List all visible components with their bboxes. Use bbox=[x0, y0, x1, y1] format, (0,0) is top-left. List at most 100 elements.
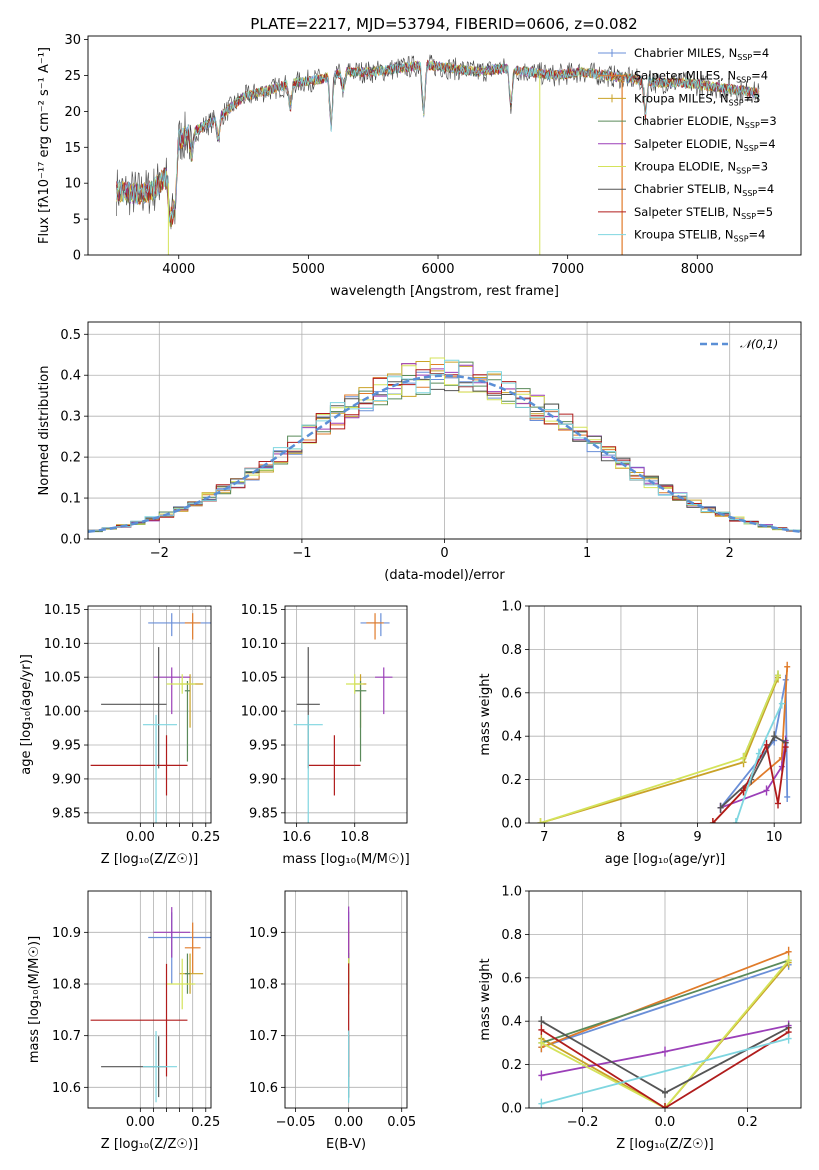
y-tick-label: 9.95 bbox=[52, 739, 81, 754]
y-tick-label: 10.05 bbox=[44, 671, 81, 686]
x-axis-label: Z [log₁₀(Z/Z☉)] bbox=[101, 852, 198, 867]
x-tick-label: 0 bbox=[440, 546, 448, 561]
spectrum-model-line bbox=[116, 60, 760, 222]
y-tick-label: 0.4 bbox=[501, 730, 522, 745]
weight-line bbox=[541, 950, 789, 1049]
y-tick-label: 9.90 bbox=[249, 772, 278, 787]
y-tick-label: 0.8 bbox=[501, 643, 522, 658]
weight-vs-z-panel: −0.2 0.0 0.2 0.0 0.2 0.4 0.6 0.8 1.0 Z [log₁₀(Z/Z… bbox=[478, 885, 802, 1152]
y-tick-label: 10.15 bbox=[44, 603, 81, 618]
figure-title: PLATE=2217, MJD=53794, FIBERID=0606, z=0… bbox=[250, 15, 637, 33]
y-tick-label: 0.0 bbox=[60, 533, 81, 548]
x-tick-label: 8 bbox=[617, 830, 625, 845]
plot-area bbox=[88, 357, 801, 534]
x-tick-label: 0.2 bbox=[737, 1115, 758, 1130]
plot-area bbox=[116, 54, 760, 255]
x-axis-label: E(B-V) bbox=[326, 1137, 366, 1152]
y-tick-label: 10.15 bbox=[241, 603, 278, 618]
mass-vs-z-panel: 0.00 0.25 10.6 10.7 10.8 10.9 Z [log₁₀(Z/Z☉)] m… bbox=[27, 890, 220, 1152]
age-vs-z-panel: 0.00 0.25 9.85 9.90 9.95 10.00 10.05 10.10 10.15… bbox=[19, 603, 220, 867]
y-tick-label: 15 bbox=[64, 141, 81, 156]
y-tick-label: 0.0 bbox=[501, 817, 522, 832]
y-tick-label: 0.0 bbox=[501, 1102, 522, 1117]
x-tick-label: −0.2 bbox=[567, 1115, 599, 1130]
mass-vs-ebv-panel: −0.05 0.00 0.05 10.6 10.7 10.8 10.9 E(B-V) bbox=[249, 890, 416, 1152]
legend-tail: =4 bbox=[759, 137, 776, 151]
y-tick-label: 0.4 bbox=[60, 369, 81, 384]
x-tick-label: 0.25 bbox=[191, 830, 220, 845]
legend-label: Kroupa ELODIE, NSSP=3 bbox=[634, 160, 768, 176]
legend-subscript: SSP bbox=[737, 53, 752, 62]
x-tick-label: 5000 bbox=[292, 262, 325, 277]
legend-label: Salpeter ELODIE, NSSP=4 bbox=[634, 137, 776, 153]
x-tick-label: 7 bbox=[540, 830, 548, 845]
y-tick-label: 9.85 bbox=[52, 806, 81, 821]
y-tick-label: 30 bbox=[64, 33, 81, 48]
x-tick-label: 0.00 bbox=[126, 830, 155, 845]
y-axis-label: Flux [fλ10⁻¹⁷ erg cm⁻² s⁻¹ A⁻¹] bbox=[37, 47, 52, 244]
x-axis-label: mass [log₁₀(M/M☉)] bbox=[282, 852, 409, 867]
legend-label: 𝒩(0,1) bbox=[740, 337, 778, 351]
y-tick-label: 0.8 bbox=[501, 928, 522, 943]
x-tick-label: −0.05 bbox=[276, 1115, 316, 1130]
legend-label: Kroupa STELIB, NSSP=4 bbox=[634, 228, 765, 244]
x-axis-label: wavelength [Angstrom, rest frame] bbox=[330, 284, 559, 299]
weight-line bbox=[540, 1029, 790, 1108]
axes-frame bbox=[87, 605, 212, 824]
y-tick-label: 9.90 bbox=[52, 772, 81, 787]
y-tick-label: 10.8 bbox=[52, 978, 81, 993]
x-tick-label: 9 bbox=[693, 830, 701, 845]
y-tick-label: 0.4 bbox=[501, 1015, 522, 1030]
x-tick-label: 10.6 bbox=[282, 830, 311, 845]
legend-tail: =3 bbox=[744, 91, 761, 105]
y-tick-label: 0.6 bbox=[501, 971, 522, 986]
x-tick-label: −1 bbox=[292, 546, 311, 561]
legend-tail: =3 bbox=[751, 160, 768, 174]
legend-tail: =4 bbox=[751, 69, 768, 83]
residual-histogram bbox=[88, 359, 801, 531]
axes-frame bbox=[528, 890, 802, 1109]
plot-area bbox=[90, 907, 211, 1103]
y-tick-label: 0.3 bbox=[60, 410, 81, 425]
weight-line bbox=[719, 679, 789, 809]
axes-frame bbox=[528, 605, 802, 824]
x-tick-label: 10.8 bbox=[340, 830, 369, 845]
weight-line bbox=[541, 963, 789, 1049]
residuals-panel: −2 −1 0 1 2 0.0 0.1 0.2 0.3 0.4 0.5 (data-model)/er… bbox=[37, 321, 802, 583]
y-tick-label: 1.0 bbox=[501, 600, 522, 615]
plot-area bbox=[90, 613, 211, 823]
x-tick-label: 8000 bbox=[681, 262, 714, 277]
x-tick-label: 2 bbox=[726, 546, 734, 561]
axes-frame bbox=[87, 35, 802, 256]
y-tick-label: 10.6 bbox=[52, 1081, 81, 1096]
weight-line bbox=[540, 959, 790, 1108]
y-tick-label: 10.00 bbox=[241, 705, 278, 720]
legend-subscript: SSP bbox=[741, 212, 756, 221]
weight-line bbox=[719, 734, 787, 809]
legend-subscript: SSP bbox=[734, 235, 749, 244]
axes-frame bbox=[284, 605, 408, 824]
plot-area bbox=[293, 613, 393, 823]
legend-subscript: SSP bbox=[729, 98, 744, 107]
y-tick-label: 10.05 bbox=[241, 671, 278, 686]
x-axis-label: age [log₁₀(age/yr)] bbox=[605, 852, 726, 867]
x-tick-label: 0.0 bbox=[655, 1115, 676, 1130]
y-tick-label: 1.0 bbox=[501, 885, 522, 900]
y-tick-label: 10 bbox=[64, 177, 81, 192]
x-tick-label: 4000 bbox=[162, 262, 195, 277]
legend-label: Chabrier MILES, NSSP=4 bbox=[634, 46, 769, 62]
spectrum-panel: 4000 5000 6000 7000 8000 0 5 10 15 20 25 30 waveleng… bbox=[37, 33, 802, 299]
legend-tail: =4 bbox=[749, 228, 766, 242]
y-tick-label: 10.9 bbox=[249, 926, 278, 941]
gaussian-curve bbox=[88, 374, 801, 534]
legend-subscript: SSP bbox=[736, 167, 751, 176]
legend-subscript: SSP bbox=[744, 144, 759, 153]
legend-label: Salpeter MILES, NSSP=4 bbox=[634, 69, 768, 85]
x-tick-label: 6000 bbox=[421, 262, 454, 277]
plot-area bbox=[538, 946, 792, 1108]
x-tick-label: 0.00 bbox=[334, 1115, 363, 1130]
y-tick-label: 5 bbox=[73, 213, 81, 228]
y-tick-label: 10.7 bbox=[249, 1029, 278, 1044]
x-tick-label: 1 bbox=[583, 546, 591, 561]
weight-line bbox=[541, 1037, 789, 1105]
